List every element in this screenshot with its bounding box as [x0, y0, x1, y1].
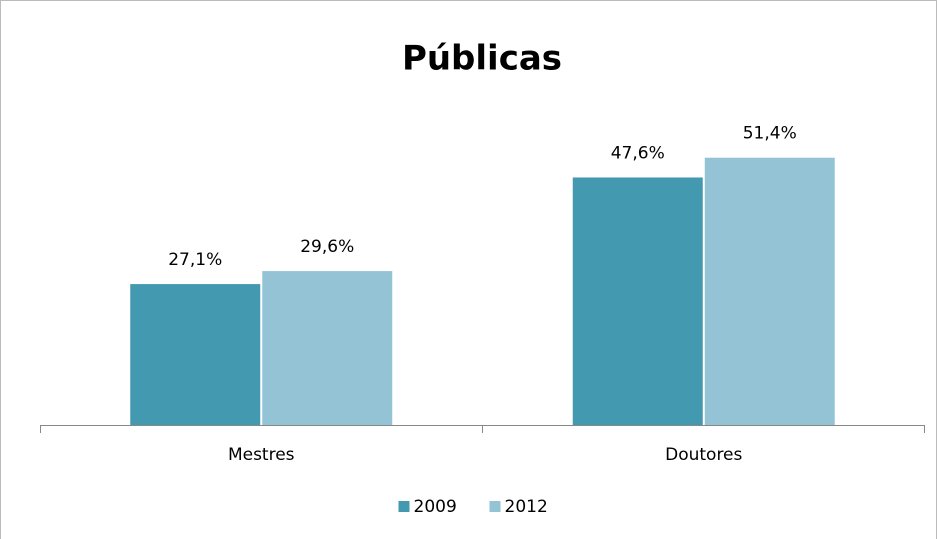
x-tick-label: Mestres	[228, 445, 295, 465]
bar	[572, 177, 703, 425]
data-label: 29,6%	[300, 237, 354, 257]
x-tick-label: Doutores	[665, 445, 742, 465]
data-label: 51,4%	[743, 124, 797, 144]
bar	[704, 157, 835, 425]
legend-swatch	[398, 501, 410, 512]
bar	[262, 271, 393, 425]
data-label: 27,1%	[168, 250, 222, 270]
legend-label: 2009	[414, 497, 457, 517]
legend-swatch	[489, 501, 501, 512]
data-label: 47,6%	[611, 143, 665, 163]
legend-label: 2012	[505, 497, 548, 517]
bar	[130, 284, 261, 425]
chart-title: Públicas	[402, 39, 562, 79]
